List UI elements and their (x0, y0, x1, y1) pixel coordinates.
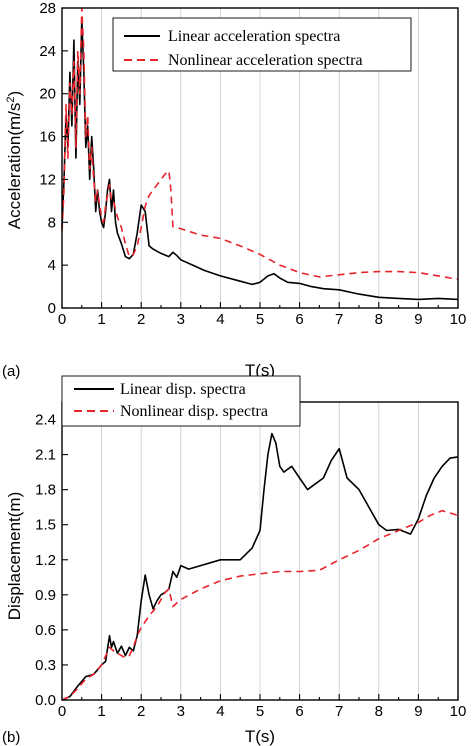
panel-b-series (61, 432, 459, 701)
x-tick-label: 7 (335, 311, 343, 328)
panel-a-xlabel: T(s) (245, 361, 275, 380)
x-tick-label: 1 (97, 311, 105, 328)
panel-b-ticks: 0 1 2 3 4 5 6 7 8 9 10 0.0 0.3 0.6 0.9 1.2 1.5 1.8 2.1 2.4 (35, 412, 466, 720)
panel-a-ylabel-close: ) (5, 91, 24, 97)
x-tick-label: 9 (414, 311, 422, 328)
x-tick-label: 5 (256, 311, 264, 328)
x-tick-label: 6 (295, 703, 303, 720)
legend-label-nonlinear-acceleration: Nonlinear acceleration spectra (168, 52, 363, 69)
x-tick-label: 0 (58, 703, 66, 720)
y-tick-label: 1.5 (35, 517, 56, 534)
y-tick-label: 1.2 (35, 552, 56, 569)
y-tick-label: 1.8 (35, 482, 56, 499)
panel-b-legend-box (61, 375, 301, 427)
x-tick-label: 10 (450, 703, 467, 720)
panel-a-label: (a) (2, 363, 20, 380)
panel-b-xlabel: T(s) (245, 727, 275, 746)
x-tick-label: 0 (58, 311, 66, 328)
x-tick-label: 8 (375, 311, 383, 328)
y-tick-label: 0.3 (35, 657, 56, 674)
y-tick-label: 0.0 (35, 692, 56, 709)
panel-b-legend: Linear disp. spectra Nonlinear disp. spe… (61, 375, 301, 427)
y-tick-label: 28 (39, 0, 56, 17)
panel-b-grid (101, 402, 419, 700)
series-line-linear-disp-spectra (61, 432, 459, 701)
panel-a-legend-box (112, 17, 412, 72)
x-tick-label: 4 (216, 311, 224, 328)
y-tick-label: 8 (48, 214, 56, 231)
x-tick-label: 8 (375, 703, 383, 720)
x-tick-label: 5 (256, 703, 264, 720)
panel-a-legend: Linear acceleration spectra Nonlinear ac… (112, 17, 412, 72)
panel-b-label: (b) (2, 729, 20, 746)
x-tick-label: 4 (216, 703, 224, 720)
series-line-nonlinear-disp-spectra (61, 509, 459, 701)
x-tick-label: 3 (177, 703, 185, 720)
x-tick-label: 6 (295, 311, 303, 328)
y-tick-label: 2.1 (35, 447, 56, 464)
y-tick-label: 2.4 (35, 412, 56, 429)
panel-b-ylabel: Displacement(m) (5, 492, 24, 620)
y-tick-label: 16 (39, 129, 56, 146)
x-tick-label: 1 (97, 703, 105, 720)
x-tick-label: 2 (137, 703, 145, 720)
x-tick-label: 3 (177, 311, 185, 328)
y-tick-label: 24 (39, 43, 56, 60)
y-tick-label: 0.6 (35, 622, 56, 639)
y-tick-label: 0 (48, 300, 56, 317)
legend-label-linear-acceleration: Linear acceleration spectra (168, 28, 340, 45)
panel-a-ylabel-sup: 2 (5, 96, 17, 102)
panel-b-displacement: 0 1 2 3 4 5 6 7 8 9 100.00.30.60.91.21.51.82.12.4 … (2, 375, 466, 746)
series-line-linear-acceleration-spectra (61, 17, 459, 301)
panel-a-ylabel-main: Acceleration(m/s (5, 103, 24, 230)
x-tick-label: 7 (335, 703, 343, 720)
legend-label-linear-disp: Linear disp. spectra (120, 381, 246, 398)
panel-a-series (61, 7, 459, 301)
x-tick-label: 2 (137, 311, 145, 328)
y-tick-label: 0.9 (35, 587, 56, 604)
y-tick-label: 20 (39, 86, 56, 103)
y-tick-label: 12 (39, 171, 56, 188)
legend-label-nonlinear-disp: Nonlinear disp. spectra (120, 403, 268, 420)
panel-a-ylabel: Acceleration(m/s2) (5, 91, 24, 229)
x-tick-label: 9 (414, 703, 422, 720)
x-tick-label: 10 (450, 311, 467, 328)
y-tick-label: 4 (48, 257, 56, 274)
